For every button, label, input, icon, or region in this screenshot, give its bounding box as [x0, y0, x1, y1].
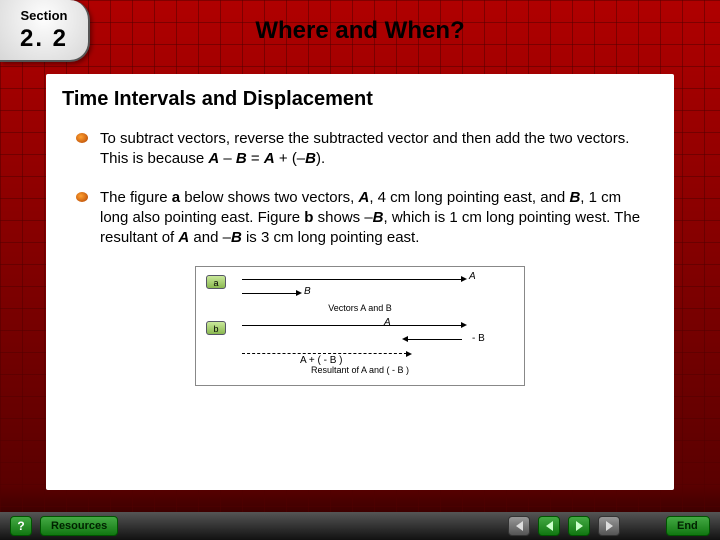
header: Section 2. 2 Where and When? — [0, 0, 720, 62]
section-tab: Section 2. 2 — [0, 0, 90, 62]
vector-figure: a A B Vectors A and B b A - B A + ( - B … — [195, 266, 525, 386]
prev-icon — [546, 521, 553, 531]
vector-a-label: A — [469, 271, 476, 282]
last-icon — [606, 521, 613, 531]
bullet-list: To subtract vectors, reverse the subtrac… — [46, 129, 674, 248]
next-button[interactable] — [568, 516, 590, 536]
section-label: Section — [21, 8, 68, 23]
prev-button[interactable] — [538, 516, 560, 536]
first-button[interactable] — [508, 516, 530, 536]
vector-neg-b — [407, 339, 462, 340]
first-icon — [516, 521, 523, 531]
slide: Section 2. 2 Where and When? Time Interv… — [0, 0, 720, 540]
section-number: 2. 2 — [20, 25, 68, 53]
next-icon — [576, 521, 583, 531]
panel-a-caption: Vectors A and B — [204, 303, 516, 313]
panel-b-caption: Resultant of A and ( - B ) — [204, 365, 516, 375]
vector-a — [242, 279, 462, 280]
content-panel: Time Intervals and Displacement To subtr… — [46, 74, 674, 490]
figure-panel-b: b A - B A + ( - B ) — [204, 319, 516, 363]
bullet-item: The figure a below shows two vectors, A,… — [100, 188, 644, 249]
vector-neg-b-label: - B — [472, 333, 485, 344]
figure-panel-a: a A B — [204, 273, 516, 301]
panel-label-a: a — [206, 275, 226, 289]
last-button[interactable] — [598, 516, 620, 536]
end-button[interactable]: End — [666, 516, 710, 536]
vector-resultant — [242, 353, 407, 354]
vector-b — [242, 293, 297, 294]
footer-bar: ? Resources End — [0, 512, 720, 540]
page-title: Where and When? — [90, 17, 720, 45]
resources-button[interactable]: Resources — [40, 516, 118, 536]
vector-b-label: B — [304, 286, 311, 297]
subtitle: Time Intervals and Displacement — [62, 88, 674, 111]
vector-result-label: A + ( - B ) — [300, 355, 343, 366]
vector-a2 — [242, 325, 462, 326]
bullet-item: To subtract vectors, reverse the subtrac… — [100, 129, 644, 170]
vector-a2-label: A — [384, 317, 391, 328]
panel-label-b: b — [206, 321, 226, 335]
help-button[interactable]: ? — [10, 516, 32, 536]
